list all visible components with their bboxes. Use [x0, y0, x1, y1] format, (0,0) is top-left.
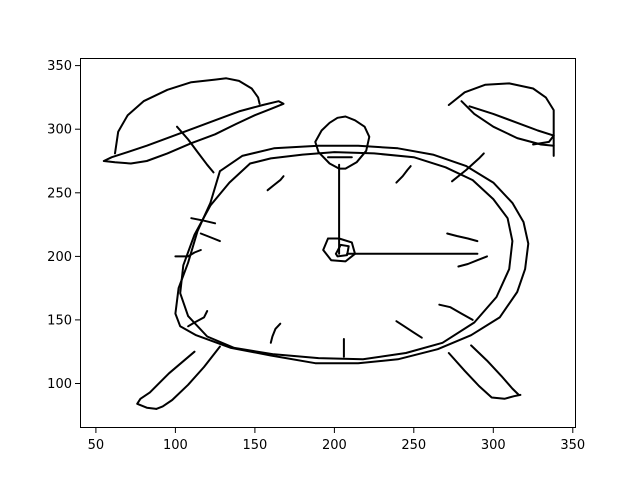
stroke-series-14 — [174, 249, 202, 258]
stroke-series-16 — [187, 310, 209, 328]
x-tick-label-50: 50 — [88, 438, 105, 453]
stroke-series-1 — [102, 100, 285, 165]
y-tick-label-100: 100 — [47, 377, 72, 392]
stroke-series-28 — [136, 350, 196, 410]
x-tick-label-250: 250 — [401, 438, 426, 453]
stroke-series-21 — [457, 255, 488, 268]
axes-frame — [80, 58, 576, 428]
x-tick-label-150: 150 — [242, 438, 267, 453]
y-tick-label-350: 350 — [47, 59, 72, 74]
stroke-series-4 — [460, 100, 555, 147]
y-tick-label-250: 250 — [47, 186, 72, 201]
stroke-series-29 — [155, 345, 221, 410]
stroke-series-24 — [266, 175, 285, 192]
x-tick-label-100: 100 — [163, 438, 188, 453]
y-tick-label-150: 150 — [47, 313, 72, 328]
stroke-series-9 — [174, 144, 530, 365]
y-tick-label-200: 200 — [47, 250, 72, 265]
stroke-series-3 — [176, 125, 215, 174]
stroke-series-19 — [395, 320, 423, 339]
stroke-series-23 — [395, 165, 412, 184]
stroke-series-25 — [199, 232, 221, 243]
stroke-series-17 — [269, 322, 282, 344]
stroke-series-group — [102, 77, 555, 410]
stroke-series-5 — [447, 82, 555, 157]
y-axis-ticks: 100 150 200 250 300 350 — [47, 59, 80, 392]
stroke-series-20 — [438, 303, 474, 321]
y-tick-label-300: 300 — [47, 123, 72, 138]
stroke-series-7 — [451, 152, 485, 183]
axes-background — [80, 58, 576, 428]
x-tick-label-300: 300 — [481, 438, 506, 453]
x-tick-label-200: 200 — [322, 438, 347, 453]
stroke-series-31 — [470, 344, 520, 396]
x-tick-label-350: 350 — [560, 438, 585, 453]
stroke-series-22 — [446, 232, 479, 243]
stroke-series-10 — [314, 115, 371, 170]
stroke-series-2 — [114, 77, 261, 155]
stroke-series-26 — [322, 237, 356, 263]
stroke-series-30 — [447, 352, 522, 400]
stroke-series-15 — [190, 217, 217, 225]
x-axis-ticks: 50 100 150 200 250 300 350 — [88, 428, 585, 453]
stroke-series-6 — [468, 105, 555, 146]
stroke-series-27 — [334, 243, 350, 258]
